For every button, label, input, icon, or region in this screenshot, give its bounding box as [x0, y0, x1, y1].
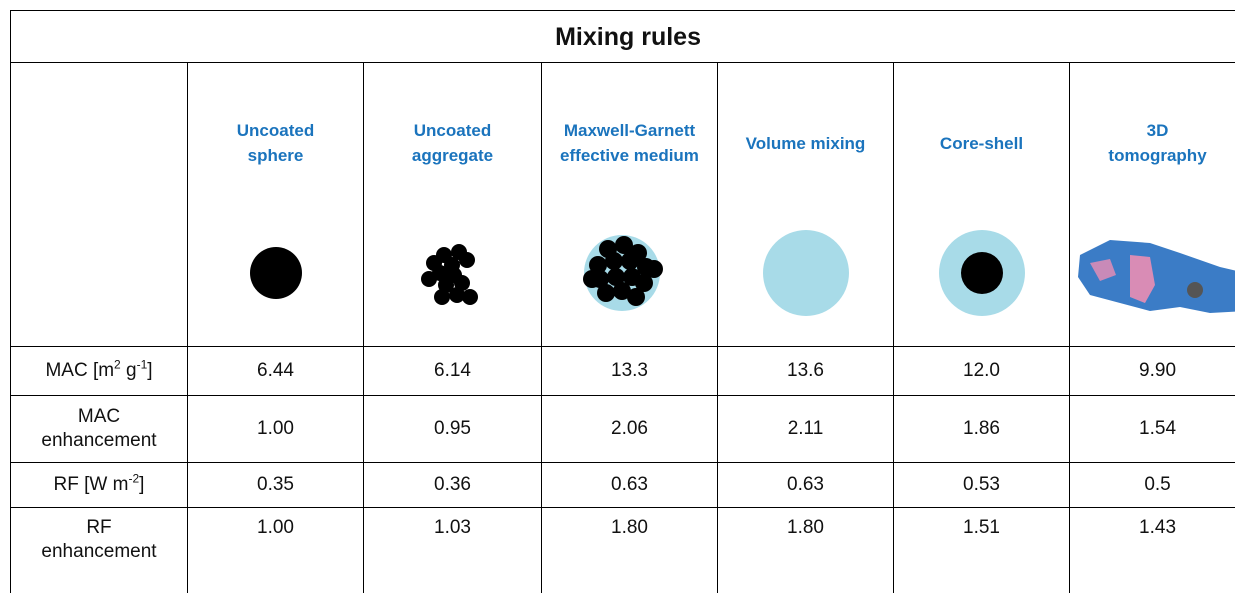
- value-cell: 1.43: [1068, 507, 1235, 593]
- mixing-illustration: [939, 230, 1025, 316]
- value-cell: 0.53: [893, 462, 1070, 508]
- value-cell: 6.44: [187, 346, 364, 396]
- column-header: Uncoated aggregate: [363, 62, 542, 347]
- superscript: -1: [136, 357, 148, 372]
- value-cell: 2.06: [541, 395, 718, 463]
- mixing-illustration: [763, 230, 849, 316]
- value-cell: 0.35: [187, 462, 364, 508]
- value-cell: 9.90: [1068, 346, 1235, 396]
- column-header: 3D tomography: [1068, 62, 1235, 347]
- column-header: Uncoated sphere: [187, 62, 364, 347]
- label-text: RF [W m: [53, 474, 129, 495]
- value-cell: 6.14: [363, 346, 542, 396]
- value-cell: 1.51: [893, 507, 1070, 593]
- value-cell: 1.54: [1068, 395, 1235, 463]
- value-cell: 13.6: [717, 346, 894, 396]
- row-label: RF enhancement: [10, 507, 188, 593]
- table-title: Mixing rules: [9, 10, 1235, 63]
- column-header: Core-shell: [893, 62, 1070, 347]
- column-title: Maxwell-Garnett effective medium: [560, 121, 699, 165]
- value-cell: 0.63: [717, 462, 894, 508]
- value-cell: 0.95: [363, 395, 542, 463]
- column-title: Uncoated sphere: [236, 121, 315, 165]
- column-title: Volume mixing: [745, 133, 866, 153]
- table-row: RF enhancement 1.00 1.03 1.80 1.80 1.51 1.43: [10, 507, 1235, 593]
- value-cell: 2.11: [717, 395, 894, 463]
- superscript: 2: [114, 357, 121, 372]
- label-text: RF enhancement: [41, 517, 157, 562]
- value-cell: 1.03: [363, 507, 542, 593]
- value-cell: 1.86: [893, 395, 1070, 463]
- row-label: RF [W m-2]: [10, 462, 188, 508]
- column-title: Uncoated aggregate: [411, 121, 494, 165]
- label-text: MAC [m: [45, 360, 115, 381]
- mixing-illustration: [250, 247, 302, 299]
- value-cell: 0.5: [1068, 462, 1235, 508]
- value-cell: 1.80: [541, 507, 718, 593]
- value-cell: 1.00: [187, 395, 364, 463]
- table-row: MAC [m2 g-1] 6.44 6.14 13.3 13.6 12.0 9.90: [10, 346, 1235, 396]
- label-text: ]: [147, 360, 153, 381]
- value-cell: 13.3: [541, 346, 718, 396]
- row-label: MAC enhancement: [10, 395, 188, 463]
- value-cell: 0.63: [541, 462, 718, 508]
- value-cell: 12.0: [893, 346, 1070, 396]
- label-text: g: [120, 360, 137, 381]
- table-row: RF [W m-2] 0.35 0.36 0.63 0.63 0.53 0.5: [10, 462, 1235, 508]
- column-title: 3D tomography: [1108, 121, 1207, 165]
- mixing-illustration: [421, 244, 478, 305]
- mixing-illustration: [583, 235, 663, 311]
- value-cell: 1.80: [717, 507, 894, 593]
- label-text: ]: [139, 474, 145, 495]
- value-cell: 0.36: [363, 462, 542, 508]
- column-header: Volume mixing: [717, 62, 894, 347]
- label-text: MAC enhancement: [41, 406, 157, 451]
- value-cell: 1.00: [187, 507, 364, 593]
- table-row: MAC enhancement 1.00 0.95 2.06 2.11 1.86 1.54: [10, 395, 1235, 463]
- mixing-table: Mixing rules Uncoated sphere Uncoated agg…: [9, 10, 1235, 593]
- mixing-illustration: [1078, 240, 1235, 313]
- column-title: Core-shell: [939, 133, 1024, 153]
- row-label: MAC [m2 g-1]: [10, 346, 188, 396]
- superscript: -2: [128, 471, 140, 486]
- column-header: Maxwell-Garnett effective medium: [541, 62, 718, 347]
- corner-cell: [10, 62, 188, 347]
